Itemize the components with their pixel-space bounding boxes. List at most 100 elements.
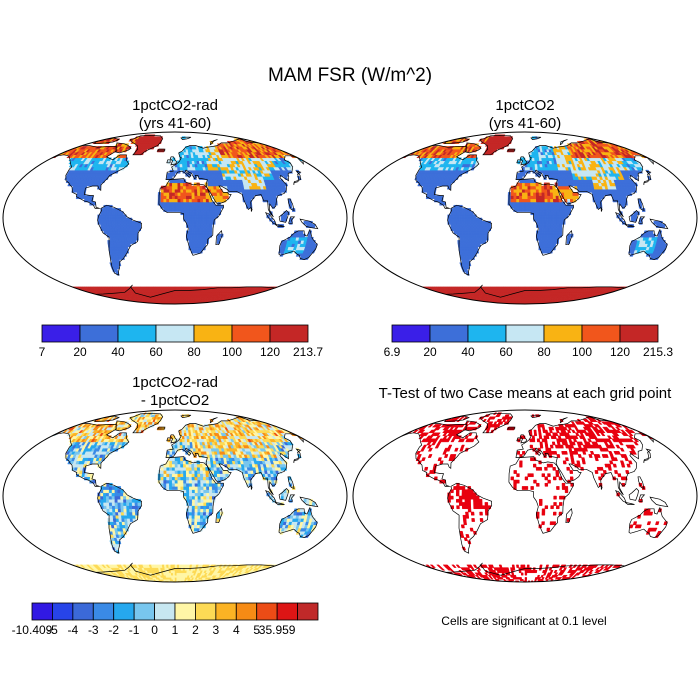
grid-cell	[111, 301, 117, 304]
grid-cell	[270, 143, 278, 147]
grid-cell	[527, 182, 531, 187]
grid-cell	[555, 240, 559, 244]
grid-cell	[547, 227, 551, 232]
grid-cell	[206, 302, 211, 304]
grid-cell	[194, 201, 199, 206]
grid-cell	[95, 299, 102, 302]
grid-cell	[434, 301, 441, 304]
grid-cell	[461, 299, 468, 302]
grid-cell	[203, 224, 207, 228]
grid-cell	[55, 289, 64, 293]
grid-cell	[194, 230, 199, 235]
panel-b-title-line1: 1pctCO2	[495, 97, 554, 114]
grid-cell	[87, 302, 93, 304]
grid-cell	[266, 299, 274, 302]
grid-cell	[263, 292, 271, 296]
grid-cell	[556, 224, 560, 228]
grid-cell	[536, 198, 540, 203]
grid-cell	[602, 302, 608, 304]
grid-cell	[114, 214, 118, 219]
coastline-srilanka	[250, 207, 253, 212]
grid-cell	[107, 302, 113, 304]
grid-cell	[636, 292, 644, 296]
grid-cell	[636, 211, 640, 216]
grid-cell	[453, 299, 461, 302]
grid-cell	[544, 188, 548, 193]
grid-cell	[115, 302, 121, 304]
grid-cell	[412, 286, 420, 290]
grid-cell	[602, 296, 610, 300]
grid-cell	[111, 220, 116, 225]
grid-cell	[559, 211, 563, 216]
grid-cell	[544, 236, 548, 241]
grid-cell	[214, 204, 219, 209]
grid-cell	[126, 220, 130, 225]
grid-cell	[107, 299, 115, 302]
grid-cell	[194, 195, 198, 200]
grid-cell	[459, 299, 466, 302]
grid-cell	[605, 296, 612, 300]
grid-cell	[472, 302, 477, 304]
grid-cell	[69, 292, 78, 296]
grid-cell	[84, 301, 91, 304]
grid-cell	[397, 286, 406, 290]
grid-cell	[582, 299, 589, 302]
grid-cell	[301, 148, 310, 153]
grid-cell	[129, 230, 133, 235]
grid-cell	[264, 292, 273, 296]
grid-cell	[274, 296, 282, 300]
grid-cell	[570, 301, 576, 304]
grid-cell	[69, 296, 77, 300]
grid-cell	[254, 299, 262, 302]
grid-cell	[172, 294, 176, 298]
grid-cell	[546, 243, 551, 248]
grid-cell	[272, 143, 280, 147]
grid-cell	[442, 299, 449, 302]
grid-cell	[564, 211, 569, 216]
grid-cell	[77, 296, 84, 300]
grid-cell	[120, 227, 124, 232]
grid-cell	[280, 286, 288, 290]
grid-cell	[87, 299, 94, 302]
grid-cell	[569, 195, 574, 200]
grid-cell	[598, 301, 604, 304]
grid-cell	[166, 208, 170, 212]
grid-cell	[199, 240, 204, 244]
grid-cell	[221, 301, 228, 304]
grid-cell	[217, 204, 221, 209]
grid-cell	[456, 301, 462, 304]
grid-cell	[191, 240, 195, 244]
grid-cell	[200, 217, 204, 222]
grid-cell	[214, 211, 219, 216]
grid-cell	[519, 192, 523, 196]
grid-cell	[618, 299, 625, 302]
grid-cell	[208, 230, 213, 235]
grid-cell	[432, 192, 436, 196]
grid-cell	[538, 240, 543, 244]
grid-cell	[521, 204, 526, 209]
grid-cell	[191, 243, 195, 248]
grid-cell	[479, 227, 483, 232]
grid-cell	[200, 214, 204, 219]
grid-cell	[226, 302, 231, 304]
grid-cell	[601, 299, 608, 302]
grid-cell	[197, 233, 201, 238]
grid-cell	[560, 302, 566, 304]
grid-cell	[437, 302, 443, 304]
grid-cell	[106, 224, 110, 228]
grid-cell	[84, 296, 92, 300]
grid-cell	[191, 220, 196, 225]
grid-cell	[188, 233, 193, 238]
grid-cell	[553, 224, 557, 228]
grid-cell	[60, 286, 68, 290]
grid-cell	[615, 299, 622, 302]
grid-cell	[530, 192, 534, 196]
grid-cell	[274, 294, 282, 298]
grid-cell	[541, 192, 545, 196]
grid-cell	[278, 296, 286, 300]
grid-cell	[249, 296, 257, 300]
grid-cell	[166, 201, 170, 206]
grid-cell	[529, 166, 533, 171]
grid-cell	[290, 146, 299, 150]
grid-cell	[265, 294, 272, 298]
